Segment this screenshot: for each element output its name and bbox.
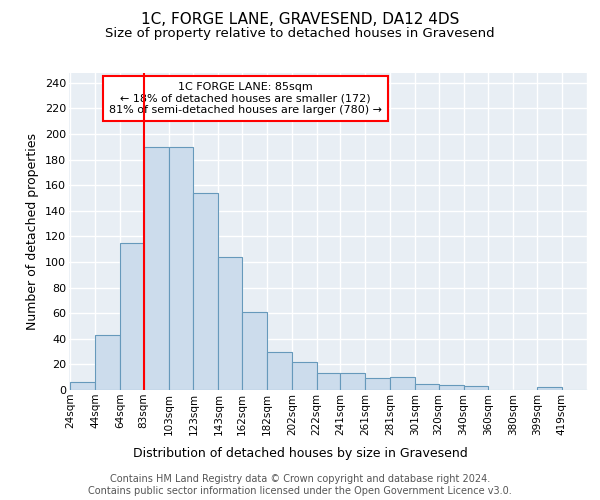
- Bar: [464, 386, 488, 390]
- Y-axis label: Number of detached properties: Number of detached properties: [26, 132, 40, 330]
- Bar: [415, 384, 439, 390]
- Bar: [218, 257, 242, 390]
- Bar: [390, 377, 415, 390]
- Bar: [70, 382, 95, 390]
- Text: Contains HM Land Registry data © Crown copyright and database right 2024.: Contains HM Land Registry data © Crown c…: [110, 474, 490, 484]
- Bar: [317, 374, 340, 390]
- Text: Size of property relative to detached houses in Gravesend: Size of property relative to detached ho…: [105, 28, 495, 40]
- Bar: [169, 147, 193, 390]
- Text: 1C FORGE LANE: 85sqm  
← 18% of detached houses are smaller (172)
81% of semi-de: 1C FORGE LANE: 85sqm ← 18% of detached h…: [109, 82, 382, 115]
- Text: Contains public sector information licensed under the Open Government Licence v3: Contains public sector information licen…: [88, 486, 512, 496]
- Bar: [193, 193, 218, 390]
- Bar: [365, 378, 390, 390]
- Bar: [292, 362, 317, 390]
- Bar: [143, 147, 169, 390]
- Bar: [439, 385, 464, 390]
- Bar: [242, 312, 267, 390]
- Bar: [120, 243, 143, 390]
- Bar: [340, 374, 365, 390]
- Bar: [537, 388, 562, 390]
- Text: 1C, FORGE LANE, GRAVESEND, DA12 4DS: 1C, FORGE LANE, GRAVESEND, DA12 4DS: [141, 12, 459, 28]
- Bar: [267, 352, 292, 390]
- Bar: [95, 335, 120, 390]
- Text: Distribution of detached houses by size in Gravesend: Distribution of detached houses by size …: [133, 448, 467, 460]
